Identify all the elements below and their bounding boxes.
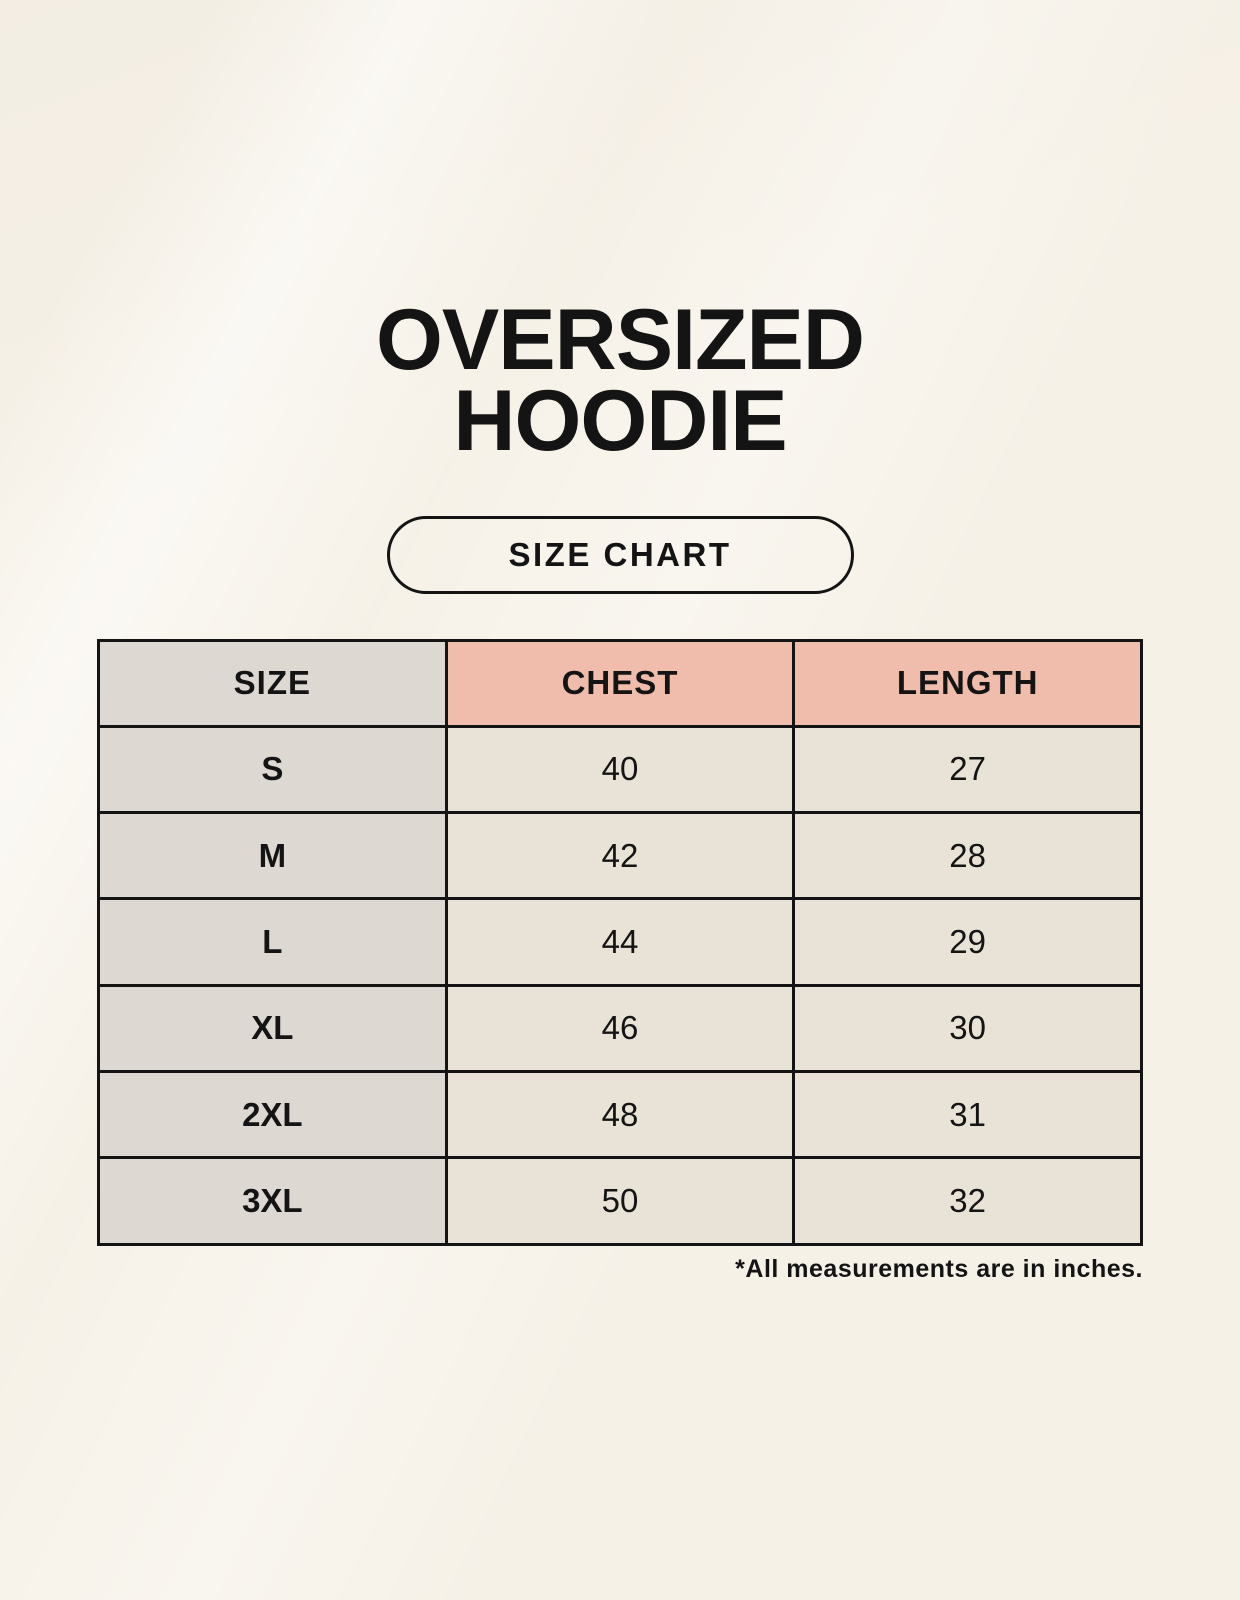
size-chart-button[interactable]: SIZE CHART xyxy=(386,515,854,594)
column-header-chest: CHEST xyxy=(444,638,796,728)
table-row: L 44 29 xyxy=(97,897,1143,987)
size-cell: 3XL xyxy=(97,1156,448,1246)
table-row: 2XL 48 31 xyxy=(97,1069,1143,1160)
size-chart-table-container: SIZE CHEST LENGTH S 40 27 M 42 28 L 44 29 XL 46 30 2… xyxy=(97,638,1143,1284)
size-cell: XL xyxy=(97,983,448,1073)
chest-cell: 42 xyxy=(444,810,796,901)
length-cell: 30 xyxy=(792,983,1143,1073)
length-cell: 27 xyxy=(792,724,1143,814)
size-cell: 2XL xyxy=(97,1069,448,1160)
length-cell: 28 xyxy=(792,810,1143,901)
column-header-length: LENGTH xyxy=(792,638,1143,728)
size-chart-table: SIZE CHEST LENGTH S 40 27 M 42 28 L 44 29 XL 46 30 2… xyxy=(97,638,1143,1246)
length-cell: 32 xyxy=(792,1156,1143,1246)
chest-cell: 46 xyxy=(444,983,796,1073)
table-row: S 40 27 xyxy=(97,724,1143,814)
column-header-size: SIZE xyxy=(97,638,448,728)
header-row: SIZE CHEST LENGTH xyxy=(97,638,1143,728)
table-body: S 40 27 M 42 28 L 44 29 XL 46 30 2XL 48 31 3XL 50 32 xyxy=(97,724,1143,1246)
table-row: M 42 28 xyxy=(97,810,1143,901)
chest-cell: 44 xyxy=(444,897,796,987)
size-cell: S xyxy=(97,724,448,814)
table-row: XL 46 30 xyxy=(97,983,1143,1073)
table-row: 3XL 50 32 xyxy=(97,1156,1143,1246)
table-header: SIZE CHEST LENGTH xyxy=(97,638,1143,728)
size-chart-button-label: SIZE CHART xyxy=(508,535,732,573)
size-cell: L xyxy=(97,897,448,987)
chest-cell: 48 xyxy=(444,1069,796,1160)
chest-cell: 50 xyxy=(444,1156,796,1246)
length-cell: 29 xyxy=(792,897,1143,987)
size-cell: M xyxy=(97,810,448,901)
chest-cell: 40 xyxy=(444,724,796,814)
measurements-footnote: *All measurements are in inches. xyxy=(735,1254,1143,1283)
page-title: OVERSIZED HOODIE xyxy=(376,292,865,469)
length-cell: 31 xyxy=(792,1069,1143,1160)
